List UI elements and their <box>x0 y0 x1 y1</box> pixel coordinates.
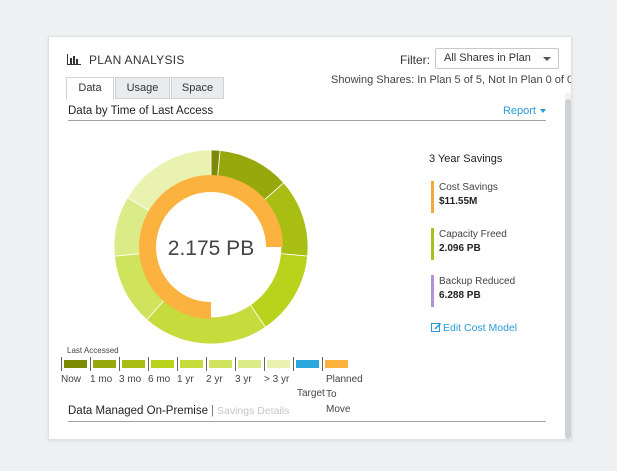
legend-label: 3 mo <box>119 374 142 385</box>
legend-swatch <box>209 360 232 368</box>
legend-tick <box>293 357 294 371</box>
savings-title: 3 Year Savings <box>429 153 503 165</box>
savings-value: 2.096 PB <box>439 243 481 254</box>
outer-slice-3 <box>249 253 309 328</box>
report-label: Report <box>502 105 536 117</box>
savings-label: Cost Savings <box>439 182 498 193</box>
filter-label: Filter: <box>400 53 430 67</box>
legend-swatch <box>93 360 116 368</box>
tab-usage[interactable]: Usage <box>115 77 170 99</box>
legend-label: Target <box>297 388 325 399</box>
cost-savings-item: Cost Savings $11.55M <box>431 181 541 213</box>
legend-tick <box>90 357 91 371</box>
legend-tick <box>264 357 265 371</box>
donut-chart: 2.175 PB <box>113 149 309 345</box>
legend-swatch <box>151 360 174 368</box>
tab-data[interactable]: Data <box>66 77 114 100</box>
legend-label: Planned To Move <box>326 374 363 415</box>
plan-analysis-panel: PLAN ANALYSIS Filter: All Shares in Plan… <box>48 36 572 440</box>
backup-reduced-item: Backup Reduced 6.288 PB <box>431 275 541 307</box>
legend: Now 1 mo 3 mo 6 mo 1 yr 2 yr 3 yr > 3 yr Target P… <box>61 357 381 417</box>
edit-cost-label: Edit Cost Model <box>443 322 518 334</box>
legend-tick <box>148 357 149 371</box>
legend-label: 6 mo <box>148 374 171 385</box>
chevron-down-icon <box>540 109 546 114</box>
section-title: Data by Time of Last Access <box>68 105 214 117</box>
legend-tick <box>206 357 207 371</box>
section-header: Data by Time of Last Access Report <box>68 105 546 121</box>
outer-ring <box>113 149 309 345</box>
legend-title: Last Accessed <box>67 346 119 355</box>
legend-label: Now <box>61 374 82 385</box>
filter-select[interactable]: All Shares in Plan <box>435 48 559 69</box>
scrollbar[interactable] <box>565 93 571 439</box>
savings-details-link[interactable]: Savings Details <box>216 405 290 417</box>
legend-swatch <box>238 360 261 368</box>
legend-swatch <box>64 360 87 368</box>
separator: | <box>210 405 214 417</box>
center-label: 2.175 PB <box>168 237 254 260</box>
bottom-title: Data Managed On-Premise <box>68 405 208 417</box>
legend-tick <box>322 357 323 371</box>
legend-label: 1 yr <box>177 374 194 385</box>
bottom-section-header: Data Managed On-Premise | Savings Details <box>68 405 546 422</box>
legend-label: 1 mo <box>90 374 113 385</box>
legend-label: 3 yr <box>235 374 252 385</box>
legend-tick <box>61 357 62 371</box>
savings-value: $11.55M <box>439 196 478 207</box>
tab-space[interactable]: Space <box>171 77 224 99</box>
legend-label: 2 yr <box>206 374 223 385</box>
legend-tick <box>235 357 236 371</box>
capacity-freed-item: Capacity Freed 2.096 PB <box>431 228 541 260</box>
scrollbar-thumb[interactable] <box>565 99 571 439</box>
bar-chart-icon <box>67 54 81 65</box>
legend-swatch <box>325 360 348 368</box>
legend-label: > 3 yr <box>264 374 290 385</box>
legend-swatch <box>122 360 145 368</box>
savings-label: Backup Reduced <box>439 276 516 287</box>
edit-icon <box>431 323 441 332</box>
page-title: PLAN ANALYSIS <box>89 53 185 67</box>
legend-swatch <box>267 360 290 368</box>
filter-select-value: All Shares in Plan <box>444 52 531 64</box>
legend-tick <box>177 357 178 371</box>
edit-cost-model-link[interactable]: Edit Cost Model <box>431 322 517 334</box>
legend-tick <box>119 357 120 371</box>
savings-value: 6.288 PB <box>439 290 481 301</box>
shares-status: Showing Shares: In Plan 5 of 5, Not In P… <box>331 74 572 86</box>
legend-swatch <box>296 360 319 368</box>
legend-swatch <box>180 360 203 368</box>
savings-label: Capacity Freed <box>439 229 507 240</box>
chevron-down-icon <box>543 57 551 61</box>
report-dropdown[interactable]: Report <box>503 105 546 117</box>
